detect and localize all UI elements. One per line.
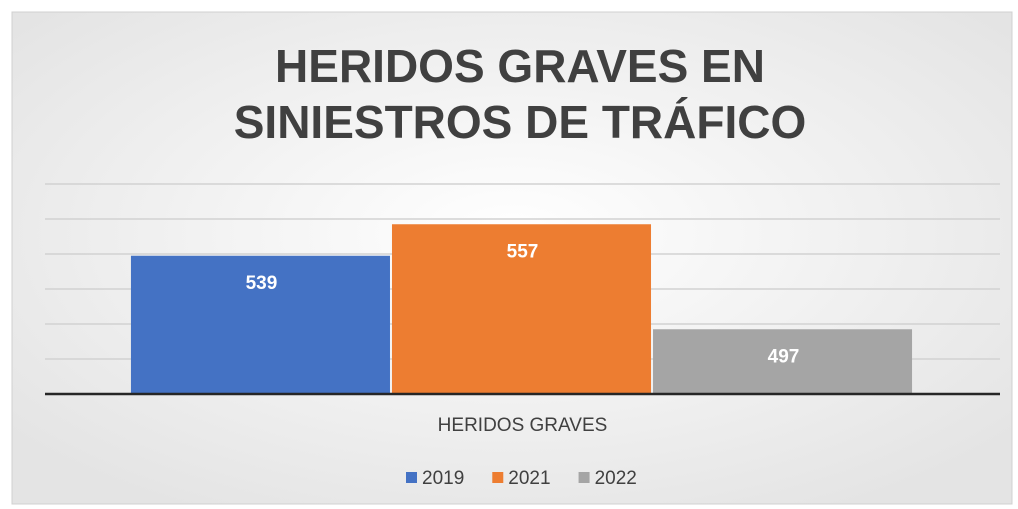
legend-label: 2021 xyxy=(508,468,550,489)
legend-swatch xyxy=(406,472,417,483)
bar xyxy=(391,224,652,394)
data-label: 557 xyxy=(507,241,539,262)
legend-label: 2019 xyxy=(422,468,464,489)
legend-label: 2022 xyxy=(595,468,637,489)
x-tick-label: HERIDOS GRAVES xyxy=(438,415,608,436)
legend-swatch xyxy=(492,472,504,483)
legend-swatch xyxy=(578,472,590,483)
chart-title: HERIDOS GRAVES EN SINIESTROS DE TRÁFICO xyxy=(233,40,807,148)
data-label: 497 xyxy=(768,346,800,367)
bar xyxy=(653,329,913,394)
bar xyxy=(130,255,390,394)
data-label: 539 xyxy=(246,273,278,294)
